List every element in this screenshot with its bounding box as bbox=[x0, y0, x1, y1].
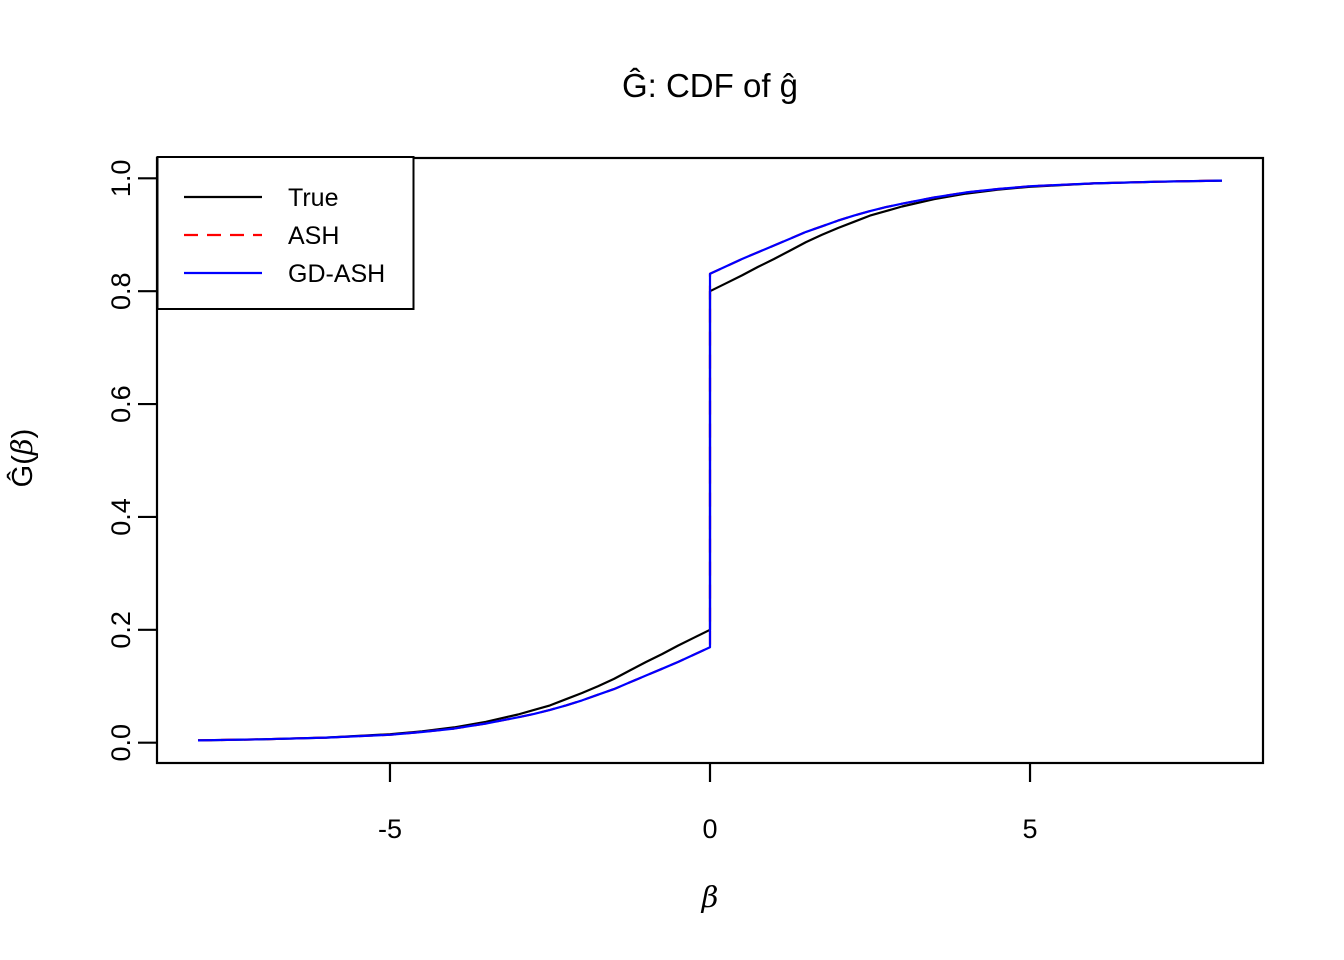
chart-title: Ĝ: CDF of ĝ bbox=[622, 67, 798, 104]
x-axis-ticks: -5 0 5 bbox=[378, 763, 1038, 844]
y-axis-ticks: 0.0 0.2 0.4 0.6 0.8 1.0 bbox=[106, 160, 157, 762]
legend-label-true: True bbox=[288, 184, 338, 212]
y-tick-label: 0.2 bbox=[106, 611, 136, 649]
legend-box bbox=[156, 156, 415, 310]
legend: True ASH GD-ASH bbox=[156, 156, 415, 310]
curve-group bbox=[197, 179, 1223, 742]
y-tick-label: 1.0 bbox=[106, 160, 136, 198]
y-axis-label: Ĝ(β) bbox=[5, 429, 39, 488]
legend-label-gd-ash: GD-ASH bbox=[288, 260, 385, 288]
y-tick-label: 0.8 bbox=[106, 272, 136, 310]
y-tick-label: 0.6 bbox=[106, 385, 136, 423]
x-axis-label: β bbox=[701, 880, 719, 914]
y-tick-label: 0.4 bbox=[106, 498, 136, 536]
y-tick-label: 0.0 bbox=[106, 724, 136, 762]
curve-gd-ash bbox=[197, 179, 1223, 742]
x-tick-label: 5 bbox=[1023, 814, 1038, 844]
x-tick-label: 0 bbox=[702, 814, 717, 844]
x-tick-label: -5 bbox=[378, 814, 402, 844]
legend-label-ash: ASH bbox=[288, 222, 339, 250]
